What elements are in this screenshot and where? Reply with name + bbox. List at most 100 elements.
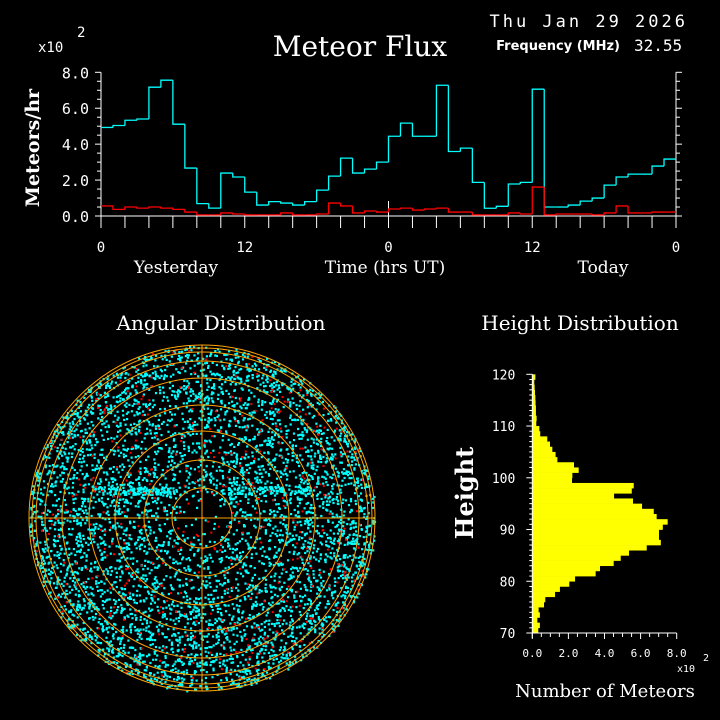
angular-point xyxy=(262,576,265,580)
angular-point xyxy=(349,500,353,503)
angular-point xyxy=(66,460,69,463)
angular-point xyxy=(140,379,143,383)
angular-point xyxy=(248,647,251,650)
angular-point xyxy=(255,682,258,685)
angular-point xyxy=(193,468,196,471)
angular-point xyxy=(214,374,217,377)
angular-point xyxy=(245,379,248,382)
angular-point xyxy=(121,608,124,611)
angular-point xyxy=(332,501,335,505)
angular-point xyxy=(346,556,349,559)
angular-point xyxy=(275,384,278,387)
angular-point xyxy=(186,353,189,357)
angular-point xyxy=(229,622,232,625)
angular-point xyxy=(84,431,87,434)
angular-point xyxy=(266,443,269,447)
angular-point xyxy=(332,597,335,600)
angular-point xyxy=(348,554,352,558)
angular-point xyxy=(157,543,160,547)
angular-point xyxy=(77,533,80,536)
angular-point xyxy=(174,474,177,477)
angular-point xyxy=(163,615,166,618)
angular-point xyxy=(179,562,182,565)
angular-point xyxy=(243,634,246,637)
angular-point xyxy=(366,515,369,518)
angular-point xyxy=(310,458,313,461)
angular-point xyxy=(153,474,156,477)
angular-point xyxy=(139,548,142,551)
angular-point xyxy=(72,481,75,485)
angular-point xyxy=(142,383,145,386)
angular-point xyxy=(225,389,228,392)
angular-point xyxy=(42,580,45,584)
angular-point xyxy=(161,632,164,635)
angular-point xyxy=(188,569,191,573)
angular-point xyxy=(185,406,188,409)
angular-point xyxy=(168,456,171,459)
angular-point xyxy=(183,678,186,681)
angular-point xyxy=(191,390,194,393)
angular-point xyxy=(88,636,91,639)
angular-point xyxy=(114,381,117,384)
angular-point xyxy=(219,469,222,472)
angular-point xyxy=(289,614,292,617)
angular-point xyxy=(351,580,354,583)
angular-point xyxy=(338,484,341,487)
angular-point xyxy=(95,399,98,402)
angular-point xyxy=(299,613,302,617)
angular-point xyxy=(303,534,307,537)
angular-point xyxy=(81,518,84,521)
angular-point xyxy=(298,538,301,541)
angular-point xyxy=(313,539,316,542)
angular-point xyxy=(139,470,142,474)
angular-point xyxy=(269,440,272,443)
angular-point xyxy=(276,510,279,513)
angular-point xyxy=(358,560,361,563)
angular-point xyxy=(194,653,198,656)
angular-point xyxy=(203,533,206,536)
angular-point xyxy=(301,423,304,426)
angular-point xyxy=(154,427,158,430)
angular-point xyxy=(254,541,257,544)
angular-point xyxy=(57,554,60,557)
angular-point xyxy=(224,582,227,585)
angular-point xyxy=(137,655,140,658)
angular-point xyxy=(61,462,64,465)
angular-point xyxy=(327,448,330,451)
angular-point xyxy=(56,580,59,583)
angular-point xyxy=(90,610,93,613)
angular-point xyxy=(75,538,78,541)
angular-point xyxy=(113,524,116,527)
angular-point xyxy=(117,654,120,657)
angular-point xyxy=(162,541,166,544)
angular-point xyxy=(116,522,119,525)
angular-point xyxy=(147,525,150,528)
angular-point xyxy=(128,543,131,546)
angular-point xyxy=(219,446,222,449)
angular-point xyxy=(60,508,63,511)
angular-point xyxy=(201,363,204,366)
angular-point xyxy=(334,580,337,583)
angular-point xyxy=(233,642,236,646)
flux-highlight-step-46 xyxy=(651,211,665,213)
angular-point xyxy=(229,646,232,649)
angular-point xyxy=(285,654,288,657)
angular-point xyxy=(201,562,205,565)
angular-point xyxy=(260,444,264,447)
angular-point xyxy=(125,402,128,405)
angular-point xyxy=(137,538,140,542)
angular-point xyxy=(301,472,304,475)
angular-point xyxy=(42,529,45,532)
angular-point xyxy=(173,678,176,681)
angular-point xyxy=(69,514,72,517)
angular-point xyxy=(60,582,63,585)
angular-point xyxy=(216,479,219,482)
angular-point xyxy=(337,624,340,627)
angular-point xyxy=(46,494,49,497)
angular-point xyxy=(362,536,365,539)
angular-point xyxy=(186,598,189,602)
angular-point xyxy=(281,539,284,542)
angular-point xyxy=(215,409,219,412)
angular-point xyxy=(92,538,95,541)
angular-point xyxy=(122,498,125,501)
